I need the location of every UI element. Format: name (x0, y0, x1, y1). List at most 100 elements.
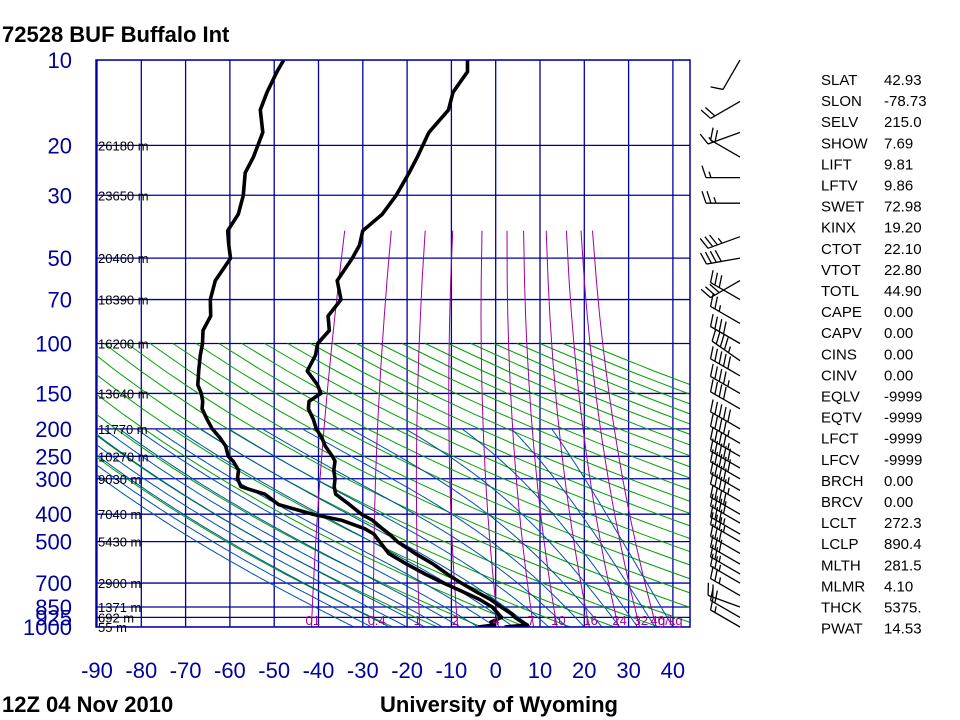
wind-barb (700, 100, 741, 119)
wind-barb (709, 523, 741, 554)
wind-barb-staff (710, 556, 741, 575)
index-value: -9999 (884, 431, 922, 448)
wind-barb-staff (711, 340, 741, 362)
wind-barb-flag (709, 426, 714, 440)
wind-barb-flag (704, 286, 716, 296)
index-label: BRCV (821, 494, 863, 511)
wind-barb (709, 597, 741, 628)
index-value: -78.73 (884, 93, 927, 110)
wind-barb (709, 270, 741, 301)
index-label: SHOW (821, 135, 869, 152)
temperature-tick-label: -50 (258, 658, 290, 683)
wind-barb-half-flag (727, 477, 730, 484)
wind-barb-flag (718, 498, 723, 512)
wind-barb-flag (709, 250, 717, 263)
wind-barb-half-flag (722, 525, 726, 533)
dry-adiabat (402, 343, 690, 468)
plot-clipped-group (96, 60, 690, 627)
index-label: CAPV (821, 325, 862, 342)
wind-barb-flag (714, 416, 719, 429)
wind-barb (709, 512, 741, 543)
index-label: MLTH (821, 557, 861, 574)
wind-barb-half-flag (727, 430, 730, 437)
wind-barb-flag (714, 526, 719, 540)
station-title: 72528 BUF Buffalo Int (2, 22, 230, 47)
wind-barb-flag (714, 537, 719, 550)
wind-barb-flag (714, 381, 719, 395)
pressure-tick-label: 30 (48, 183, 72, 208)
pressure-tick-label: 100 (35, 332, 72, 357)
mixing-ratio-line (448, 230, 459, 627)
mixing-ratio-line (580, 230, 641, 627)
moist-adiabat (96, 453, 390, 627)
wind-barb-flag (714, 441, 719, 454)
wind-barb-flag (704, 251, 713, 264)
wind-barb-flag (704, 236, 714, 248)
moist-adiabat (200, 428, 532, 627)
index-value: 7.69 (884, 135, 913, 152)
index-label: LFCV (821, 452, 859, 469)
wind-barb-flag (709, 379, 714, 392)
wind-barb-flag (711, 328, 717, 342)
wind-barb-staff (710, 411, 741, 430)
index-label: CTOT (821, 241, 862, 258)
index-value: 0.00 (884, 304, 913, 321)
index-label: KINX (821, 220, 856, 237)
wind-barb-flag (714, 366, 719, 380)
wind-barb-flag (709, 553, 714, 567)
wind-barb-flag (722, 353, 727, 367)
wind-barb-flag (709, 534, 714, 548)
height-label: 7040 m (98, 507, 141, 522)
wind-barb-flag (714, 496, 719, 509)
height-label: 9030 m (98, 472, 141, 487)
moist-adiabat (96, 433, 426, 627)
moist-adiabat (175, 428, 514, 627)
wind-barb-flag (701, 191, 707, 204)
wind-barb-flag (709, 471, 714, 485)
wind-barb-staff (710, 100, 741, 119)
height-label: 18390 m (98, 293, 149, 308)
index-label: BRCH (821, 473, 864, 490)
temperature-tick-label: -30 (347, 658, 379, 683)
wind-barb-flag (714, 590, 719, 604)
index-value: 0.00 (884, 473, 913, 490)
wind-barb-flag (714, 272, 719, 286)
moist-adiabat (511, 428, 656, 627)
wind-barb (701, 165, 740, 179)
mixing-ratio-line (311, 230, 346, 627)
index-label: SLON (821, 93, 862, 110)
plot-frame (95, 59, 691, 628)
height-label: 23650 m (98, 188, 149, 203)
index-label: THCK (821, 600, 862, 617)
moist-adiabat (96, 473, 355, 627)
wind-barb-staff (710, 391, 741, 410)
wind-barb-half-flag (718, 555, 722, 563)
mixing-ratio-label: 1 (414, 613, 421, 628)
moist-adiabat (135, 428, 479, 627)
index-label: SELV (821, 114, 858, 131)
dry-adiabat (241, 343, 690, 553)
wind-barb-flag (718, 517, 723, 530)
wind-barb-flag (714, 348, 719, 362)
wind-barb-flag (714, 487, 719, 500)
wind-barb-flag (722, 492, 727, 505)
height-label: 13640 m (98, 386, 149, 401)
temperature-tick-label: -60 (214, 658, 246, 683)
wind-barb-staff (706, 257, 741, 265)
wind-barb-flag (714, 474, 719, 487)
wind-barb-flag (718, 404, 723, 417)
index-label: PWAT (821, 621, 863, 638)
index-value: 9.81 (884, 156, 913, 173)
wind-barb-flag (727, 409, 732, 422)
height-label: 5430 m (98, 535, 141, 550)
wind-barb-flag (714, 130, 719, 143)
index-value: 5375. (884, 600, 922, 617)
wind-barb-flag (714, 546, 719, 560)
moist-adiabat (96, 443, 408, 627)
index-value: 890.4 (884, 536, 922, 553)
wind-barb-flag (709, 523, 714, 537)
mixing-ratio-line (545, 230, 590, 627)
wind-barb-half-flag (718, 564, 722, 572)
wind-barb-flag (718, 368, 723, 382)
